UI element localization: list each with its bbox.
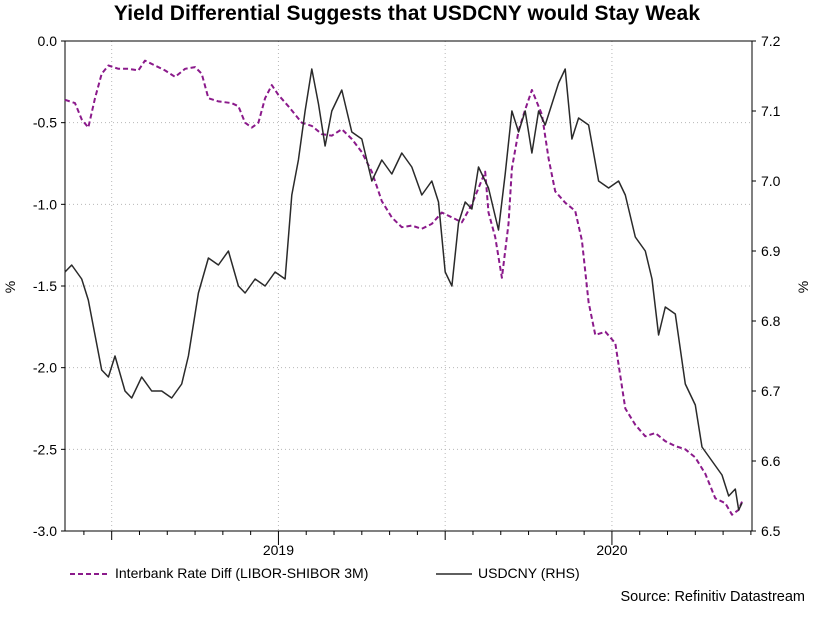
legend-item-rate-diff: Interbank Rate Diff (LIBOR-SHIBOR 3M) (115, 565, 369, 581)
plot-border (64, 40, 753, 532)
series-line-rate-diff (64, 59, 743, 516)
left-axis-label: % (2, 281, 18, 293)
right-tick-label: 6.9 (761, 243, 781, 259)
x-axis: 2019 2020 (83, 531, 752, 558)
left-tick-label: -1.0 (33, 196, 57, 212)
right-axis: 7.2 7.1 7.0 6.9 6.8 6.7 6.6 6.5 (752, 33, 781, 539)
right-tick-label: 6.7 (761, 383, 781, 399)
x-tick-label: 2020 (596, 542, 627, 558)
series-line-usdcny (64, 68, 743, 511)
right-tick-label: 7.1 (761, 103, 781, 119)
right-tick-label: 6.8 (761, 313, 781, 329)
gridlines (65, 41, 752, 531)
left-tick-label: 0.0 (38, 33, 58, 49)
series-lines (64, 59, 743, 516)
chart-title: Yield Differential Suggests that USDCNY … (113, 2, 701, 25)
left-tick-label: -1.5 (33, 278, 57, 294)
left-tick-label: -0.5 (33, 115, 57, 131)
x-tick-label: 2019 (263, 542, 294, 558)
left-tick-label: -2.0 (33, 360, 57, 376)
right-tick-label: 7.2 (761, 33, 781, 49)
left-tick-label: -2.5 (33, 441, 57, 457)
right-tick-label: 6.5 (761, 523, 781, 539)
right-axis-label: % (795, 281, 811, 293)
source-note: Source: Refinitiv Datastream (620, 589, 805, 605)
plot-frame (64, 40, 753, 532)
legend-item-usdcny: USDCNY (RHS) (478, 565, 580, 581)
left-tick-label: -3.0 (33, 523, 57, 539)
right-tick-label: 7.0 (761, 173, 781, 189)
right-tick-label: 6.6 (761, 453, 781, 469)
left-axis: 0.0 -0.5 -1.0 -1.5 -2.0 -2.5 -3.0 (33, 33, 65, 539)
